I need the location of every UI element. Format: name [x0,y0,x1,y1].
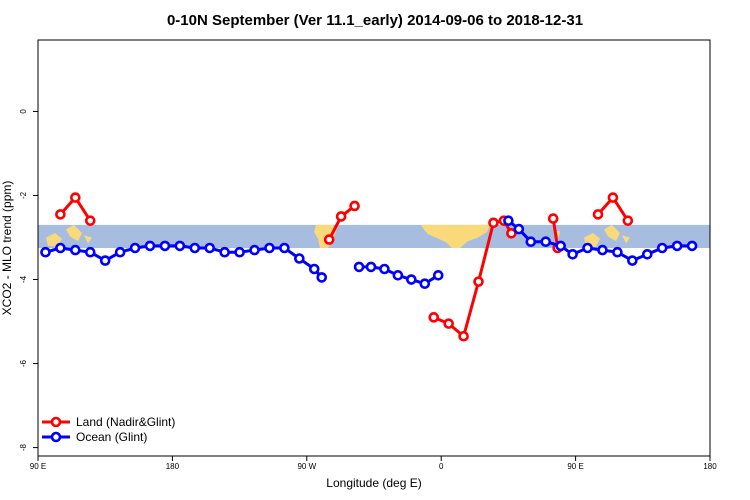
data-point [204,242,216,254]
x-tick-label: 180 [703,462,717,471]
data-point [249,244,260,256]
data-point [443,318,454,329]
y-axis: 0 -2 -4 -6 -8 [19,109,38,451]
legend: Land (Nadir&Glint) Ocean (Glint) [42,415,175,444]
data-point [189,242,201,254]
data-point [144,240,156,252]
x-axis-label: Longitude (deg E) [326,476,421,490]
land-shape [66,224,82,242]
y-tick-label: -6 [19,359,28,367]
x-tick-label: 90 E [30,462,46,471]
x-axis: 90 E 180 90 W 0 90 E 180 [30,456,717,471]
data-point [55,242,66,254]
data-point [406,274,417,285]
data-point [612,246,623,258]
data-point [159,240,171,252]
data-point [349,200,360,212]
land-shape [622,235,630,244]
data-point [219,246,230,258]
x-tick-label: 0 [439,462,444,471]
data-point [379,263,390,275]
data-point [70,192,81,203]
land-shape [421,224,490,248]
data-point [234,246,245,258]
data-point [129,242,141,254]
data-point [114,246,126,258]
land-shape [604,224,620,242]
x-tick-label: 180 [166,462,180,471]
y-tick-label: -4 [19,275,28,283]
data-point [627,255,638,266]
data-point [55,209,66,220]
data-point [428,312,440,323]
legend-land-label: Land (Nadir&Glint) [76,415,175,429]
data-point [547,213,559,224]
data-point [308,263,320,275]
data-point [323,234,335,245]
chart-title: 0-10N September (Ver 11.1_early) 2014-09… [167,12,583,29]
data-point [174,240,186,252]
land-shape [556,230,560,238]
y-tick-label: 0 [19,109,28,114]
legend-ocean-label: Ocean (Glint) [76,430,147,444]
data-point [525,236,537,247]
data-point [70,244,81,256]
data-point [503,215,514,226]
data-point [555,240,566,252]
land-shapes [46,224,630,248]
data-point [353,261,365,273]
data-point [488,217,499,229]
data-point [432,270,444,281]
data-point [506,227,517,239]
y-axis-label: XCO2 - MLO trend (ppm) [0,181,14,316]
data-point [316,272,328,283]
land-shape [84,235,92,244]
data-point [607,192,619,203]
y-tick-label: -8 [19,443,28,451]
y-tick-label: -2 [19,191,28,199]
data-point [622,215,634,226]
x-tick-label: 90 W [297,462,316,471]
data-point [264,242,275,254]
data-point [592,209,604,220]
data-point [419,278,431,290]
data-point [392,270,404,281]
legend-land-marker [50,416,62,428]
data-point [84,246,96,258]
series-ocean [40,215,698,290]
data-point [671,240,683,252]
data-point [641,249,653,260]
legend-ocean-marker [50,431,62,443]
series-land [55,192,634,342]
data-point [458,330,469,342]
data-point [513,223,525,235]
series-layer [40,192,698,342]
data-point [597,244,608,256]
data-point [294,253,305,264]
data-point [84,215,96,226]
data-point [567,249,578,260]
data-point [40,246,51,258]
x-tick-label: 90 E [567,462,583,471]
plot-frame [37,39,711,457]
data-point [656,242,668,254]
data-point [279,242,290,254]
data-point [365,261,377,273]
data-point [686,240,698,252]
data-point [335,211,347,222]
data-point [582,242,593,254]
data-point [473,276,484,287]
data-point [540,236,552,247]
data-point [99,255,111,266]
